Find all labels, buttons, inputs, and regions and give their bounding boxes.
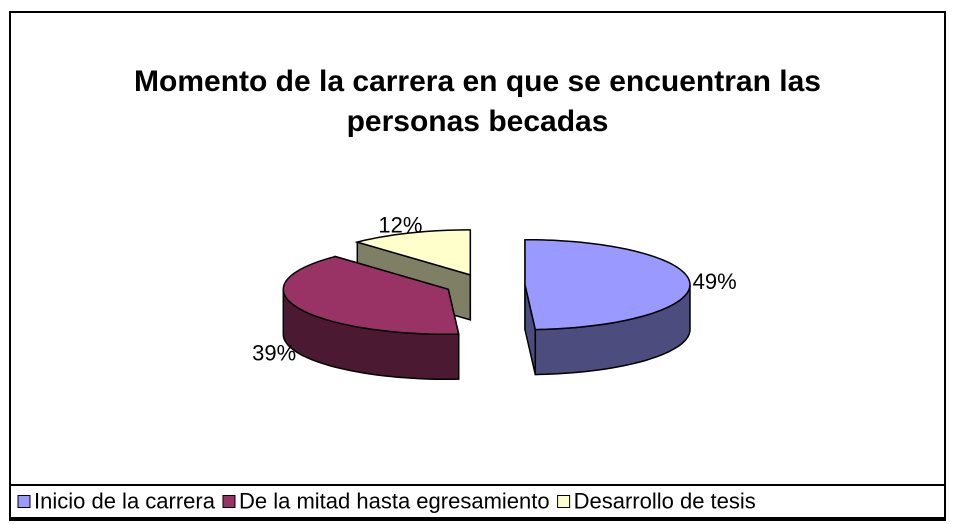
chart-title: Momento de la carrera en que se encuentr… [134,65,821,138]
slice [282,255,460,336]
pie: 49% 39% 12% [252,213,737,381]
slice [524,238,691,331]
legend-box [9,484,946,519]
slice [354,229,472,276]
legend-label: Desarrollo de tesis [574,488,756,513]
legend-swatch [17,495,31,508]
data-label: 39% [252,341,296,366]
chart-frame [9,11,946,521]
legend-label: De la mitad hasta egresamiento [239,488,550,513]
legend-swatch [222,495,236,508]
legend-label: Inicio de la carrera [34,488,216,513]
legend-swatch [557,495,571,508]
legend: Inicio de la carrera De la mitad hasta eg… [9,484,946,519]
data-label: 12% [378,213,422,238]
data-label: 49% [693,269,737,294]
